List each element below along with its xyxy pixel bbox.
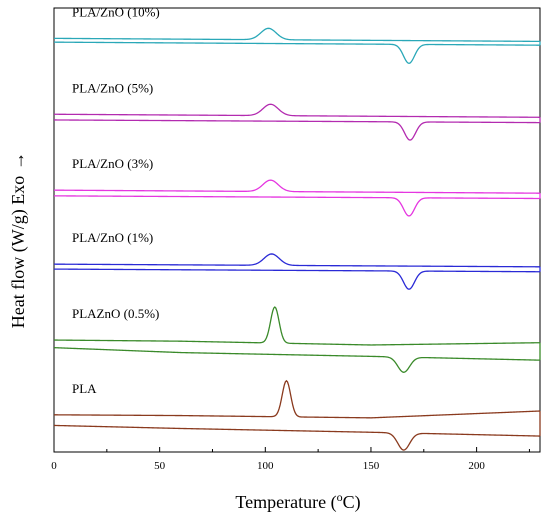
- dsc-curve-lower-5: [53, 424, 541, 451]
- series-curves: [53, 27, 541, 451]
- dsc-curve-lower-0: [53, 41, 541, 65]
- x-tick-label-3: 150: [363, 460, 380, 472]
- series-label-1: PLA/ZnO (5%): [72, 80, 153, 95]
- dsc-curve-lower-1: [54, 119, 541, 141]
- dsc-curve-upper-2: [53, 179, 541, 194]
- x-tick-label-2: 100: [257, 460, 274, 472]
- x-axis: 0 50 100 150 200: [51, 447, 530, 472]
- series-label-5: PLA: [72, 381, 97, 396]
- y-axis-title: Heat flow (W/g) Exo→: [8, 152, 29, 328]
- series-label-2: PLA/ZnO (3%): [72, 156, 153, 171]
- series-label-4: PLAZnO (0.5%): [72, 306, 159, 321]
- x-tick-label-0: 0: [51, 460, 57, 472]
- dsc-curve-upper-1: [54, 103, 540, 118]
- series-label-3: PLA/ZnO (1%): [72, 230, 153, 245]
- plot-frame: [53, 7, 541, 453]
- x-tick-label-4: 200: [468, 460, 485, 472]
- x-axis-title: Temperature (oC): [235, 490, 360, 513]
- dsc-curve-lower-4: [53, 346, 541, 373]
- series-labels: PLA/ZnO (10%) PLA/ZnO (5%) PLA/ZnO (3%) PLA…: [72, 4, 160, 395]
- dsc-curve-upper-3: [53, 253, 541, 268]
- x-tick-label-1: 50: [154, 460, 166, 472]
- series-label-0: PLA/ZnO (10%): [72, 4, 160, 19]
- dsc-curve-upper-4: [53, 306, 541, 346]
- dsc-curve-upper-0: [53, 27, 540, 43]
- dsc-curve-lower-3: [54, 268, 540, 290]
- dsc-curve-lower-2: [54, 195, 540, 217]
- dsc-curve-upper-5: [53, 379, 541, 419]
